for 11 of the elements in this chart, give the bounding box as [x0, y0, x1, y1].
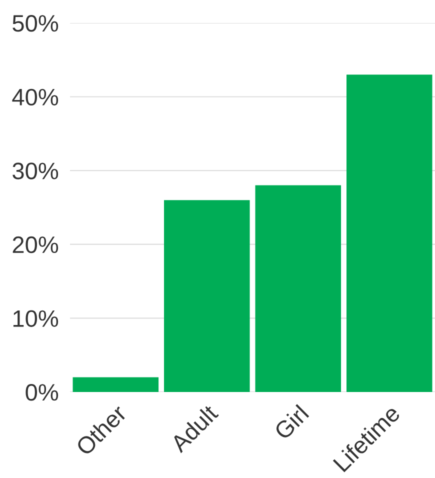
bar — [72, 377, 159, 392]
y-tick-label: 20% — [12, 236, 58, 254]
y-tick-label: 0% — [26, 384, 58, 401]
bar — [346, 74, 432, 392]
bar — [255, 185, 342, 392]
y-tick-label: 40% — [12, 88, 58, 106]
y-tick-label: 10% — [13, 310, 58, 327]
y-tick-label: 30% — [12, 162, 58, 180]
x-tick-label: Girl — [273, 404, 310, 440]
bar — [164, 200, 250, 392]
y-tick-label: 50% — [12, 15, 58, 32]
